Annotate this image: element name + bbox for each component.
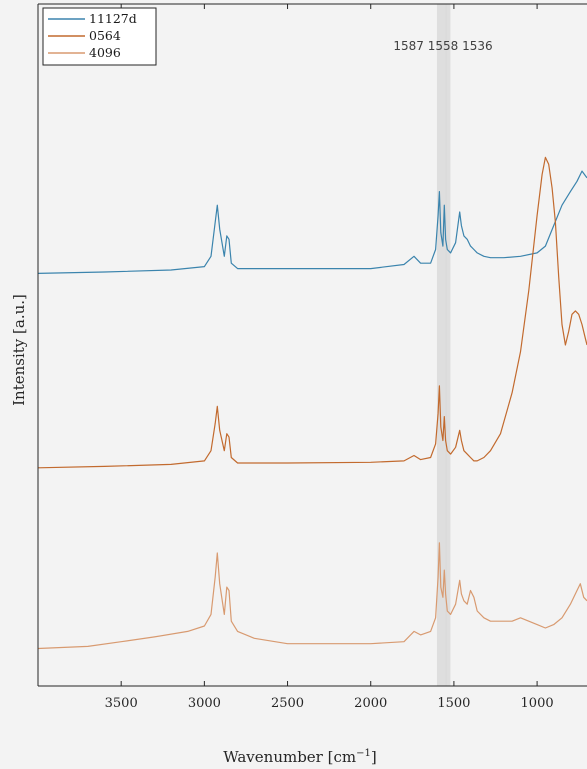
band-annotation: 1587 1558 1536: [393, 39, 492, 53]
series-line-2: [37, 542, 587, 650]
series-line-0: [37, 170, 587, 274]
highlight-bands: [436, 4, 451, 686]
x-axis-label-unit: [cm: [328, 748, 356, 766]
x-tick-label-0: 3500: [105, 696, 138, 711]
x-tick-label-3: 2000: [354, 696, 387, 711]
x-ticks: 3500 3000 2500 2000 1500 1000: [105, 4, 554, 711]
y-axis-label: Intensity [a.u.]: [10, 294, 28, 406]
series-line-1: [37, 156, 587, 469]
x-axis-label-unit-close: ]: [371, 748, 377, 766]
highlight-band-0: [436, 4, 442, 686]
x-axis-label-unit-exponent: −1: [356, 748, 371, 759]
x-axis-label: Wavenumber [cm−1]: [223, 748, 376, 766]
legend-label-0: 11127d: [89, 11, 137, 26]
legend: 11127d 0564 4096: [42, 7, 157, 66]
x-tick-label-4: 1500: [437, 696, 470, 711]
legend-label-1: 0564: [89, 28, 121, 43]
legend-label-2: 4096: [89, 45, 121, 60]
x-axis-label-main: Wavenumber: [223, 748, 323, 766]
series-layer: [37, 156, 587, 650]
x-tick-label-2: 2500: [271, 696, 304, 711]
highlight-band-2: [445, 4, 451, 686]
highlight-band-1: [441, 4, 447, 686]
x-tick-label-1: 3000: [188, 696, 221, 711]
x-tick-label-5: 1000: [521, 696, 554, 711]
